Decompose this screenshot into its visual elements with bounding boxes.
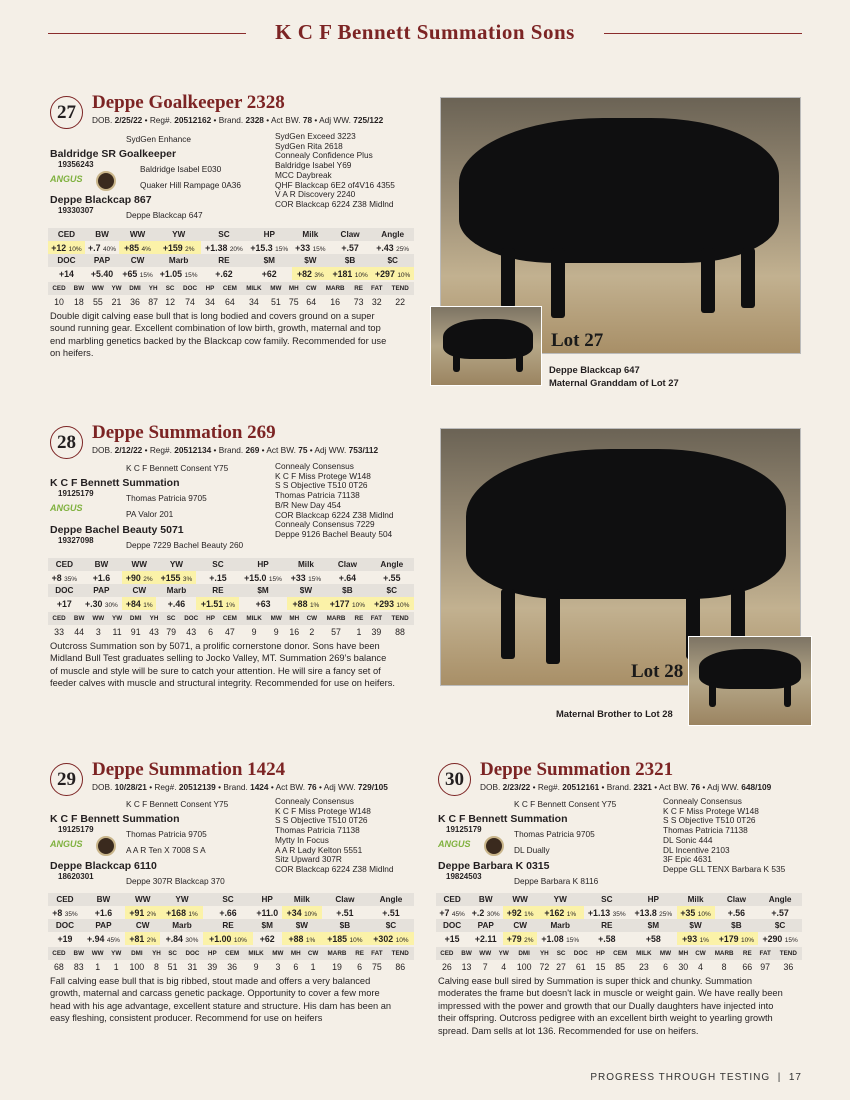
pedigree-dam-sire: PA Valor 201 (126, 509, 174, 519)
lot-name: Deppe Goalkeeper 2328 (92, 92, 285, 113)
lot-description: Fall calving ease bull that is big ribbe… (50, 976, 392, 1024)
pedigree-dam: Deppe Barbara K 0315 (438, 860, 550, 872)
pedigree-right-column: Connealy Consensus K C F Miss Protege W14… (275, 796, 394, 874)
bull-image (459, 118, 779, 263)
angus-logo: ANGUS (438, 839, 471, 849)
lot-name: Deppe Summation 1424 (92, 759, 286, 780)
seal-icon (96, 836, 116, 856)
lot-meta: DOB. 2/12/22 • Reg#. 20512134 • Brand. 2… (92, 445, 379, 455)
pedigree-dam-dam: Deppe Blackcap 647 (126, 210, 203, 220)
page-title: K C F Bennett Summation Sons (275, 20, 575, 44)
lot-description: Outcross Summation son by 5071, a prolif… (50, 641, 396, 689)
pedigree-sire-reg: 19125179 (58, 825, 94, 834)
pedigree-right-column: Connealy Consensus K C F Miss Protege W14… (663, 796, 786, 874)
angus-logo: ANGUS (50, 174, 83, 184)
pedigree-sire-dam: Thomas Patricia 9705 (126, 493, 207, 503)
percentile-table: CED BW WW YW DMI YH SC DOC HP CEM MILK MW MH CW MARB RE… (436, 947, 802, 973)
lot-description: Double digit calving ease bull that is l… (50, 311, 387, 359)
pedigree-dam: Deppe Blackcap 6110 (50, 860, 157, 872)
pedigree-sire-reg: 19356243 (58, 160, 94, 169)
pedigree-sire-reg: 19125179 (446, 825, 482, 834)
seal-icon (96, 171, 116, 191)
epd-table: CED BW WW YW SC HP Milk Claw Angle +8 35% +1.6 +… (48, 893, 414, 945)
lot-27: 27 Deppe Goalkeeper 2328 DOB. 2/25/22 • … (48, 92, 420, 376)
pedigree-dam-dam: Deppe 307R Blackcap 370 (126, 876, 225, 886)
brother-inset-photo (688, 636, 812, 726)
lot-meta: DOB. 10/28/21 • Reg#. 20512139 • Brand. … (92, 782, 388, 792)
pedigree-sire-sire: K C F Bennett Consent Y75 (126, 463, 229, 473)
page-number: 17 (788, 1072, 802, 1083)
pedigree-dam-sire: Quaker Hill Rampage 0A36 (140, 180, 241, 190)
pedigree-dam-reg: 19327098 (58, 536, 94, 545)
epd-table: CED BW WW YW SC HP Milk Claw Angle +12 10% +.7 4… (48, 228, 414, 280)
pedigree-sire: K C F Bennett Summation (50, 813, 180, 825)
page-header: K C F Bennett Summation Sons (0, 0, 850, 60)
pedigree-dam-sire: A A R Ten X 7008 S A (126, 845, 206, 855)
pedigree-dam-reg: 19824503 (446, 872, 482, 881)
lot-name: Deppe Summation 2321 (480, 759, 674, 780)
lot-28: 28 Deppe Summation 269 DOB. 2/12/22 • Re… (48, 422, 420, 706)
pedigree-dam: Deppe Blackcap 867 (50, 194, 152, 206)
pedigree-sire: K C F Bennett Summation (438, 813, 568, 825)
pedigree-dam: Deppe Bachel Beauty 5071 (50, 524, 184, 536)
seal-icon (484, 836, 504, 856)
pedigree-dam-reg: 19330307 (58, 206, 94, 215)
percentile-table: CED BW WW YW DMI YH SC DOC HP CEM MILK MW MH CW MARB RE… (48, 947, 414, 973)
percentile-table: CED BW WW YW DMI YH SC DOC HP CEM MILK MW MH CW MARB RE… (48, 612, 414, 638)
pedigree-dam-reg: 18620301 (58, 872, 94, 881)
epd-table: CED BW WW YW SC HP Milk Claw Angle +7 45% +.2 30… (436, 893, 802, 945)
pedigree-sire-sire: SydGen Enhance (126, 134, 192, 144)
lot-29: 29 Deppe Summation 1424 DOB. 10/28/21 • … (48, 759, 420, 1043)
lot-meta: DOB. 2/25/22 • Reg#. 20512162 • Brand. 2… (92, 115, 384, 125)
lot-number: 28 (50, 426, 83, 459)
photo-caption: Maternal Brother to Lot 28 (556, 708, 673, 719)
angus-logo: ANGUS (50, 503, 83, 513)
bull-image (466, 449, 786, 599)
photo-lot-label: Lot 27 (551, 330, 604, 351)
photo-lot-label: Lot 28 (631, 661, 684, 682)
header-rule-right (604, 33, 802, 34)
pedigree-sire-dam: Baldridge Isabel E030 (140, 164, 222, 174)
lot-30: 30 Deppe Summation 2321 DOB. 2/23/22 • R… (436, 759, 808, 1043)
lot-number: 30 (438, 763, 471, 796)
pedigree-right-column: Connealy Consensus K C F Miss Protege W14… (275, 461, 394, 539)
lot-name: Deppe Summation 269 (92, 422, 276, 443)
percentile-table: CED BW WW YW DMI YH SC DOC HP CEM MILK MW MH CW MARB RE… (48, 282, 414, 308)
page-footer: PROGRESS THROUGH TESTING | 17 (590, 1072, 802, 1083)
angus-logo: ANGUS (50, 839, 83, 849)
photo-caption: Deppe Blackcap 647 Maternal Granddam of L… (549, 364, 679, 388)
pedigree-sire: Baldridge SR Goalkeeper (50, 148, 177, 160)
lot-number: 29 (50, 763, 83, 796)
epd-table: CED BW WW YW SC HP Milk Claw Angle +8 35% +1.6 +… (48, 558, 414, 610)
lot-number: 27 (50, 96, 83, 129)
lot-meta: DOB. 2/23/22 • Reg#. 20512161 • Brand. 2… (480, 782, 772, 792)
pedigree-sire-reg: 19125179 (58, 489, 94, 498)
pedigree-sire: K C F Bennett Summation (50, 477, 180, 489)
pedigree-sire-sire: K C F Bennett Consent Y75 (126, 799, 229, 809)
pedigree-sire-dam: Thomas Patricia 9705 (126, 829, 207, 839)
pedigree-dam-dam: Deppe 7229 Bachel Beauty 260 (126, 540, 244, 550)
granddam-inset-photo (430, 306, 542, 386)
pedigree-right-column: SydGen Exceed 3223 SydGen Rita 2618 Connea… (275, 131, 395, 209)
pedigree-dam-sire: DL Dually (514, 845, 550, 855)
header-rule-left (48, 33, 246, 34)
pedigree-sire-sire: K C F Bennett Consent Y75 (514, 799, 617, 809)
lot-description: Calving ease bull sired by Summation is … (438, 976, 783, 1036)
pedigree-dam-dam: Deppe Barbara K 8116 (514, 876, 599, 886)
pedigree-sire-dam: Thomas Patricia 9705 (514, 829, 595, 839)
